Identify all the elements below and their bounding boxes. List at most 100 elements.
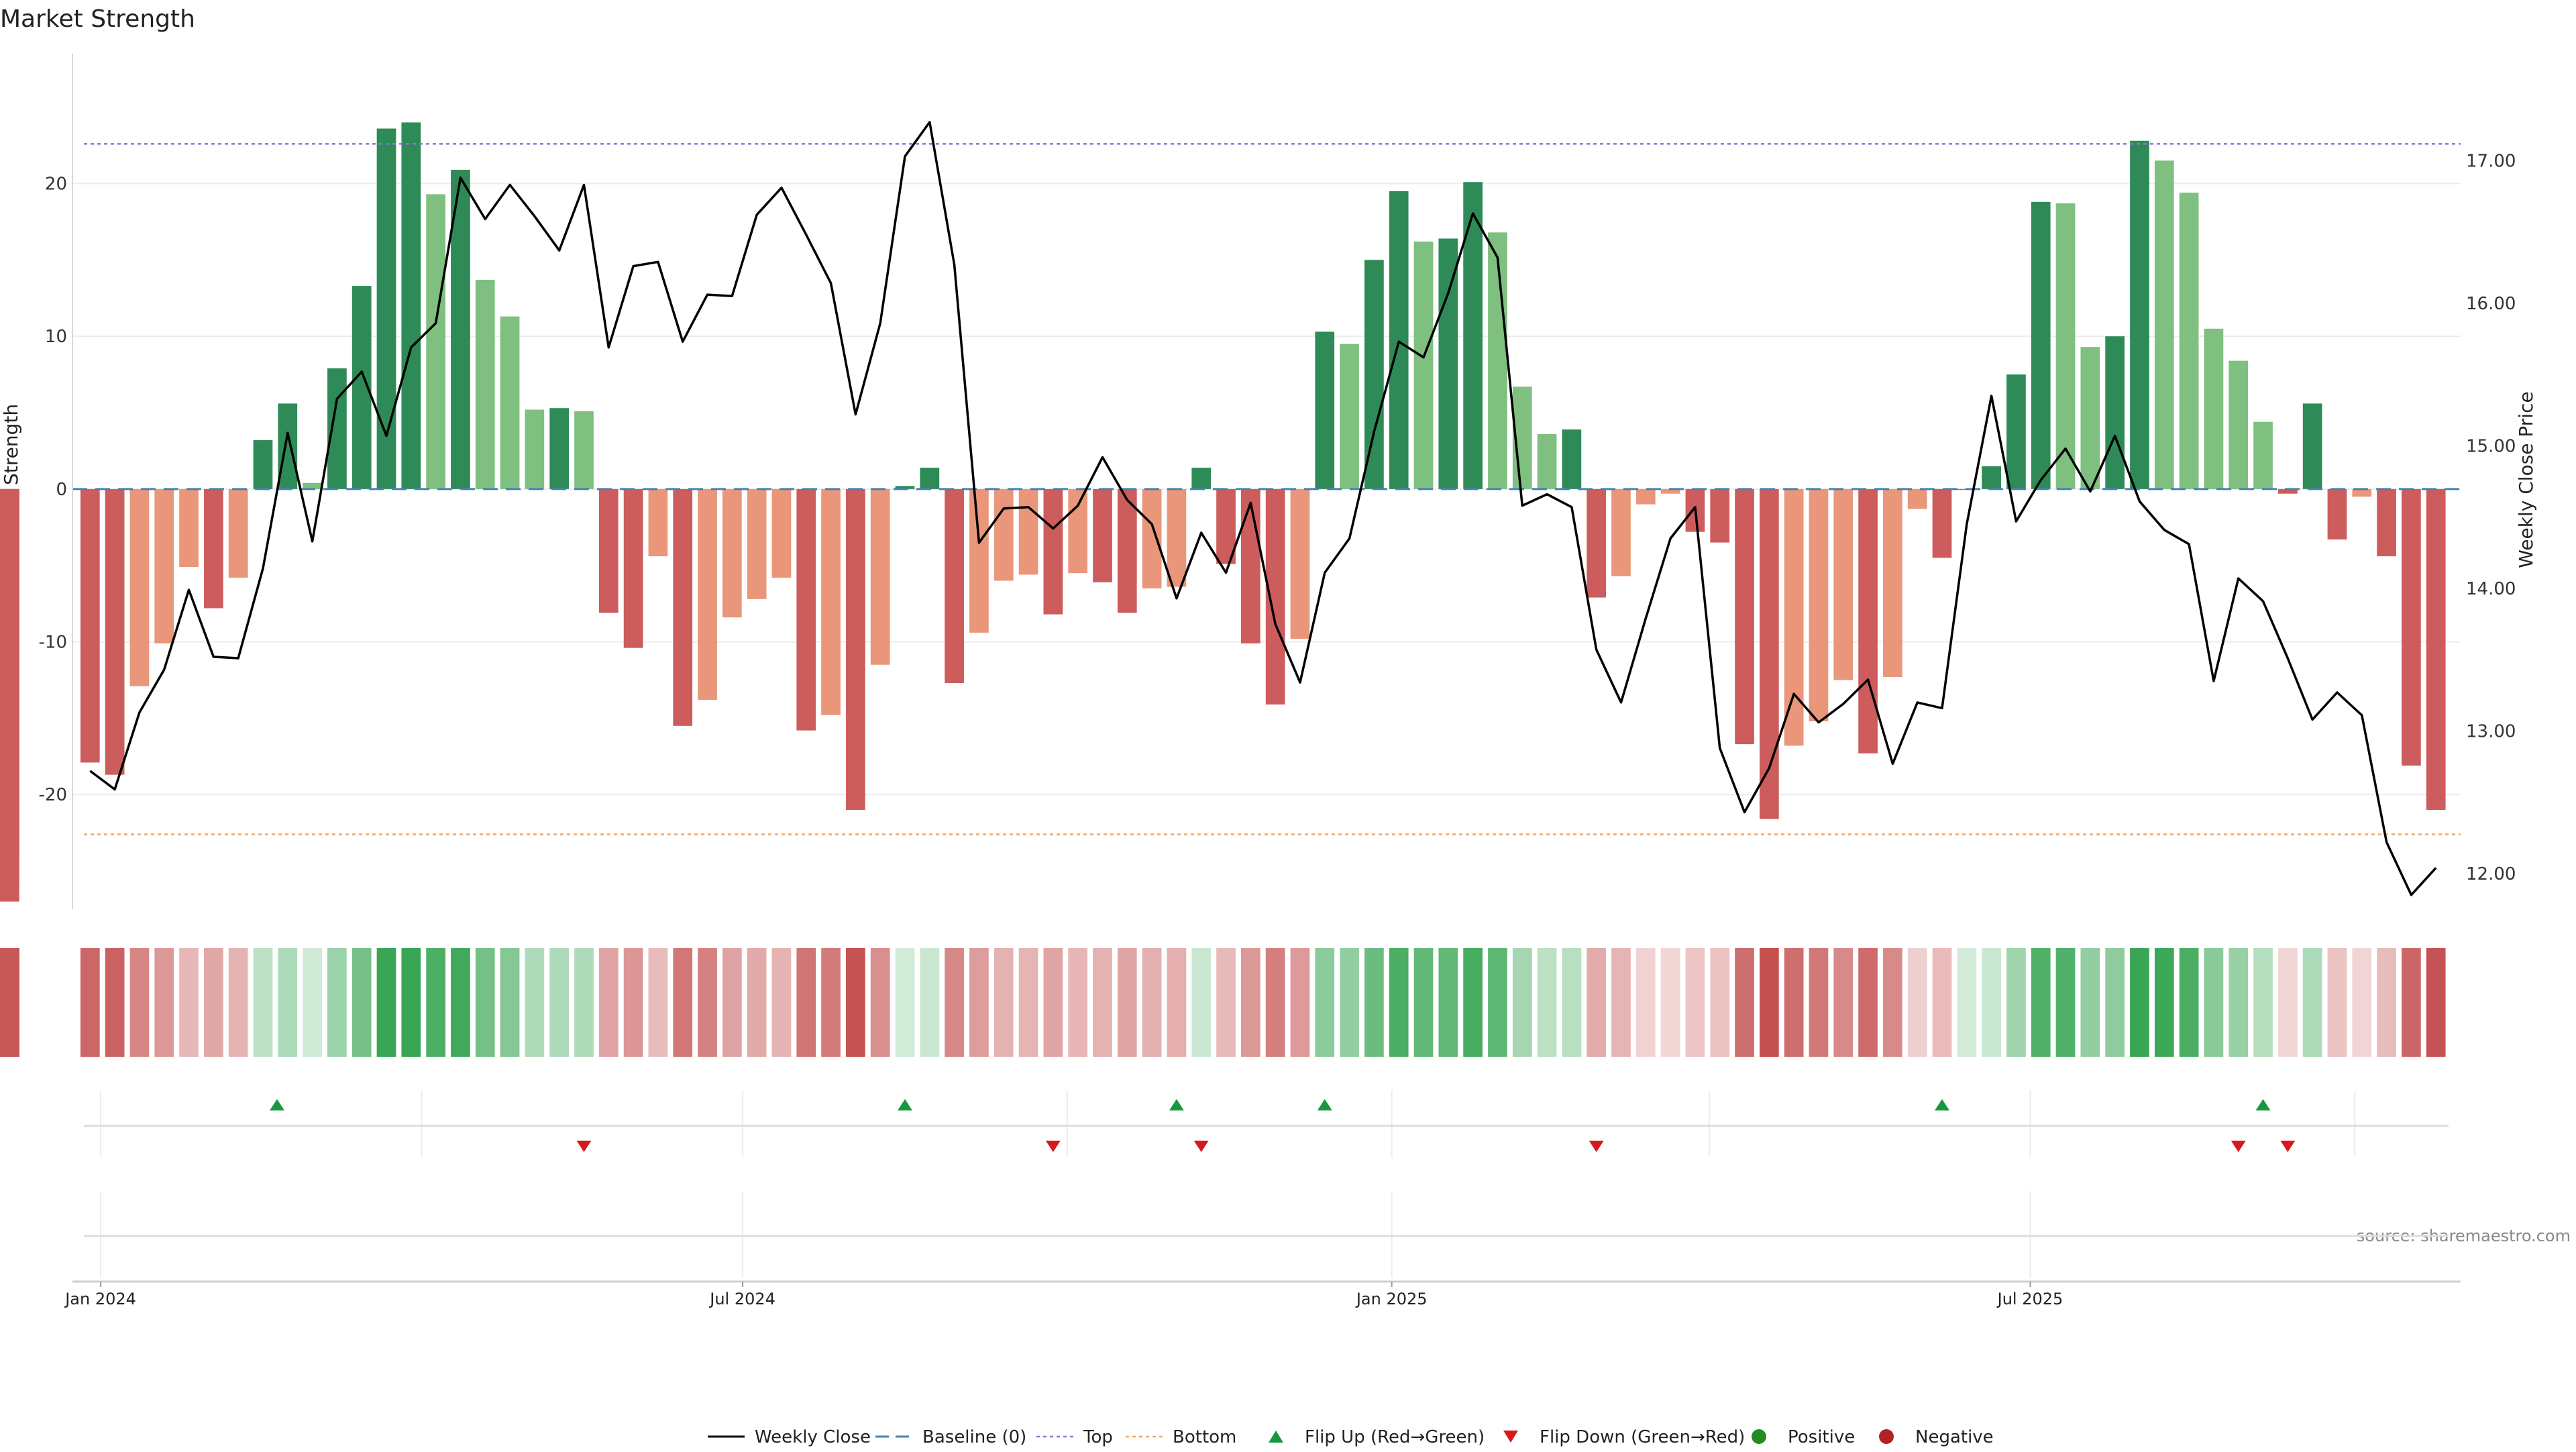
heat-cell xyxy=(2426,948,2446,1057)
heat-cell xyxy=(1512,948,1532,1057)
heat-cell xyxy=(722,948,742,1057)
heat-cell xyxy=(2377,948,2396,1057)
y2-tick-label: 13.00 xyxy=(2466,721,2516,741)
heat-cell xyxy=(500,948,520,1057)
heat-cell xyxy=(1018,948,1038,1057)
heat-cell xyxy=(2277,948,2298,1057)
heat-cell xyxy=(179,948,199,1057)
heat-cell xyxy=(2302,948,2322,1057)
strength-bar xyxy=(870,488,890,665)
flip-down-marker xyxy=(2231,1141,2246,1152)
legend-label: Negative xyxy=(1915,1427,1994,1447)
heat-cell xyxy=(870,948,890,1057)
heat-cell xyxy=(1907,948,1927,1057)
strength-bar xyxy=(1587,488,1607,598)
strength-bar xyxy=(1809,488,1829,721)
heat-cell xyxy=(451,948,470,1057)
heat-cell xyxy=(352,948,372,1057)
flip-down-marker xyxy=(2280,1141,2296,1152)
strength-bar xyxy=(747,488,767,599)
heat-cell xyxy=(1290,948,1310,1057)
heat-cell xyxy=(2402,948,2421,1057)
heat-cell xyxy=(475,948,495,1057)
strength-bar xyxy=(1438,238,1458,489)
flip-down-marker xyxy=(1589,1141,1604,1152)
strength-bar xyxy=(1413,242,1434,489)
flip-down-marker xyxy=(1193,1141,1209,1152)
heat-cell xyxy=(2327,948,2347,1057)
heat-cell xyxy=(549,948,570,1057)
heat-cell xyxy=(1883,948,1902,1057)
flip-down-marker xyxy=(1045,1141,1061,1152)
x-tick-label: Jul 2024 xyxy=(708,1290,775,1308)
flip-up-marker xyxy=(2255,1099,2271,1110)
legend-item: Flip Down (Green→Red) xyxy=(1503,1427,1745,1447)
heat-cell xyxy=(401,948,421,1057)
y-tick-label: 0 xyxy=(56,480,67,500)
heat-cell xyxy=(426,948,445,1057)
x-tick-label: Jan 2025 xyxy=(1355,1290,1428,1308)
strength-bar xyxy=(920,468,940,489)
heat-cell xyxy=(698,948,717,1057)
heat-cell xyxy=(2031,948,2051,1057)
heat-cell xyxy=(525,948,545,1057)
heat-cell xyxy=(253,948,273,1057)
strength-bar xyxy=(2352,488,2372,497)
strength-bar xyxy=(574,411,594,489)
heat-cell xyxy=(673,948,693,1057)
strength-bar xyxy=(2055,203,2076,489)
heat-cell xyxy=(1265,948,1285,1057)
heat-cell xyxy=(574,948,594,1057)
heat-cell xyxy=(2055,948,2076,1057)
strength-bar xyxy=(525,409,545,489)
heat-cell xyxy=(203,948,223,1057)
heat-cell xyxy=(895,948,915,1057)
strength-bar xyxy=(2031,201,2051,489)
strength-bar xyxy=(796,488,816,731)
bars-layer xyxy=(0,122,2446,902)
strength-bar xyxy=(2377,488,2396,557)
heat-cell xyxy=(1759,948,1779,1057)
strength-bar xyxy=(1488,232,1507,489)
legend-item: Flip Up (Red→Green) xyxy=(1269,1427,1485,1447)
strength-bar xyxy=(1611,488,1631,576)
strength-bar xyxy=(1784,488,1804,746)
heat-cell xyxy=(796,948,816,1057)
heat-cell xyxy=(1537,948,1557,1057)
flip-up-marker xyxy=(1169,1099,1184,1110)
strength-bar xyxy=(475,279,495,489)
heat-cell xyxy=(945,948,964,1057)
legend-label: Bottom xyxy=(1173,1427,1236,1447)
close-line-layer xyxy=(89,121,2437,896)
heat-cell xyxy=(2352,948,2372,1057)
heat-cell xyxy=(2179,948,2199,1057)
heat-cell xyxy=(1660,948,1680,1057)
heat-cell xyxy=(1463,948,1483,1057)
strength-bar xyxy=(179,488,199,567)
heat-cell xyxy=(920,948,940,1057)
heat-cell xyxy=(129,948,150,1057)
heat-cell xyxy=(846,948,865,1057)
legend-item: Baseline (0) xyxy=(875,1427,1026,1447)
strength-bar xyxy=(129,488,150,686)
heat-cell xyxy=(1093,948,1112,1057)
heat-cell xyxy=(1562,948,1582,1057)
strength-bar xyxy=(154,488,174,643)
heat-cell xyxy=(1117,948,1137,1057)
legend-triangle-down-icon xyxy=(1503,1431,1518,1443)
heat-cell xyxy=(1413,948,1434,1057)
strength-bar xyxy=(1117,488,1137,613)
heat-cell xyxy=(228,948,248,1057)
heat-cell xyxy=(1833,948,1854,1057)
strength-bar xyxy=(2105,336,2125,489)
heat-cell xyxy=(1142,948,1162,1057)
strength-bar xyxy=(698,488,717,701)
legend: Weekly Close Baseline (0) Top Bottom Flip Up… xyxy=(708,1427,1994,1447)
strength-bar xyxy=(1635,488,1656,505)
strength-bar xyxy=(771,488,792,578)
strength-bar xyxy=(1018,488,1038,575)
x-tick-label: Jul 2025 xyxy=(1996,1290,2063,1308)
flip-down-marker xyxy=(576,1141,592,1152)
heat-cell xyxy=(2080,948,2100,1057)
